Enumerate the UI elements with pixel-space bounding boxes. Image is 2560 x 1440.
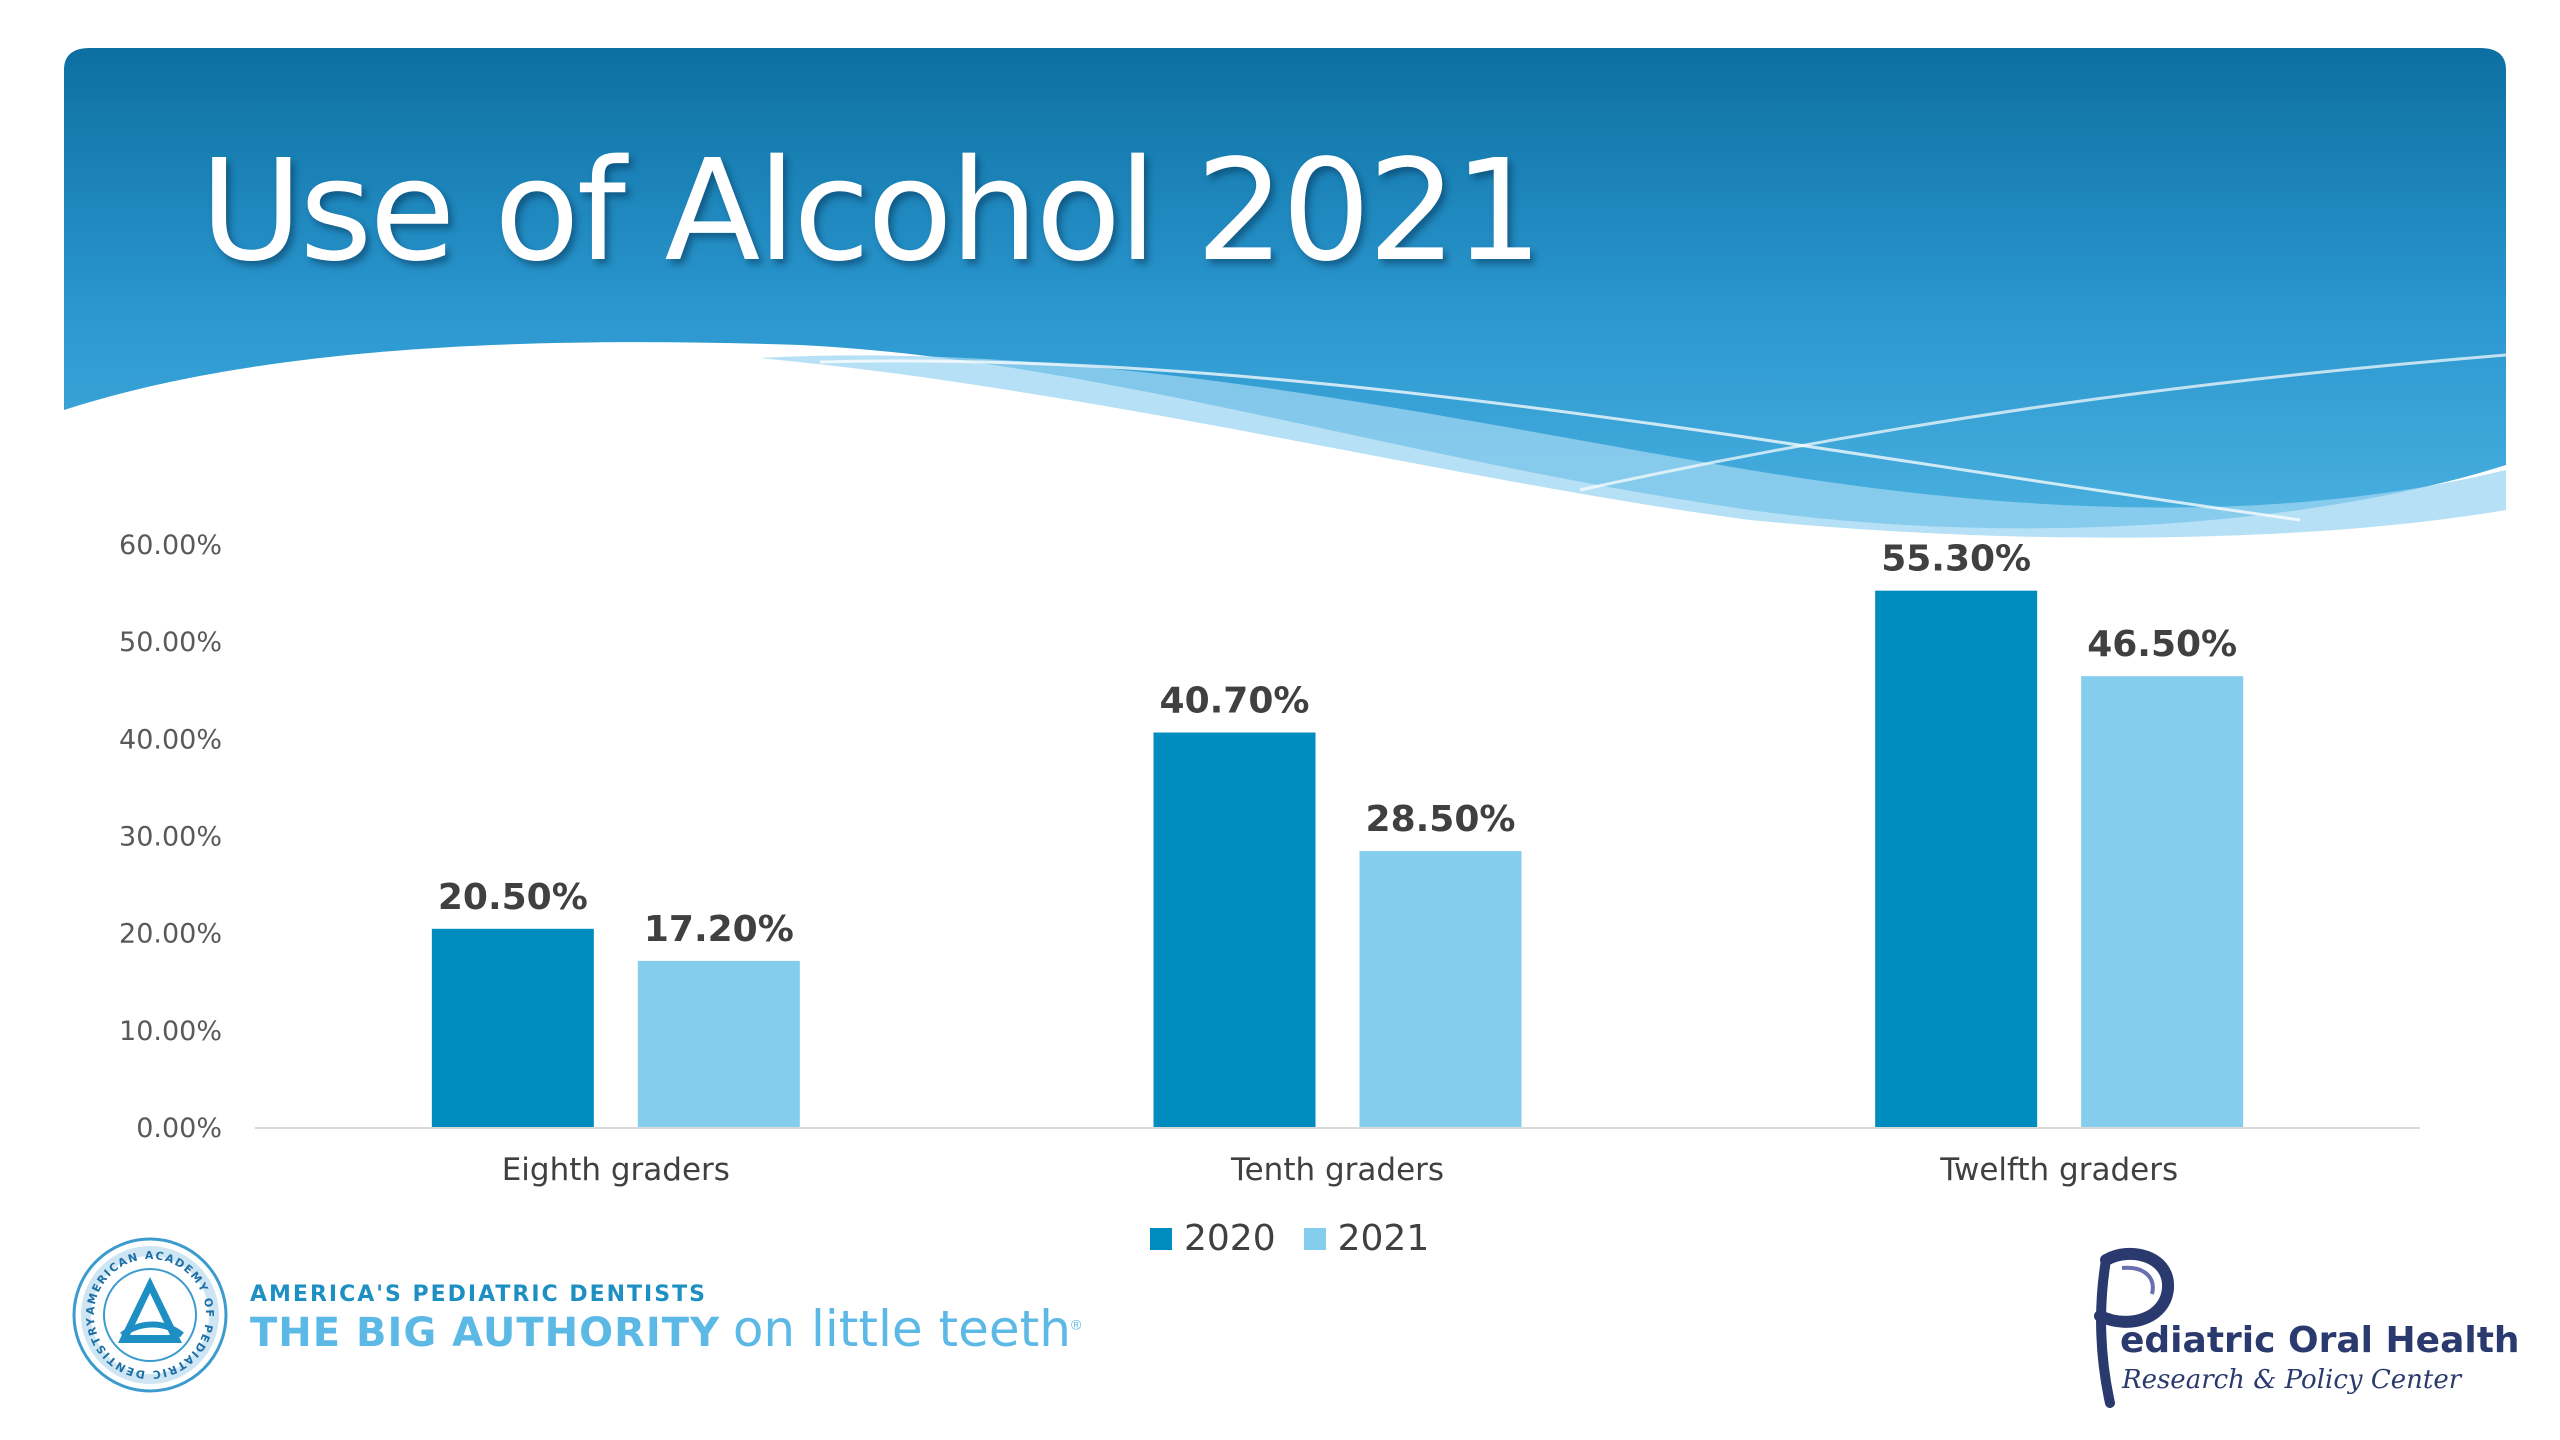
aapd-tagline: AMERICA'S PEDIATRIC DENTISTS xyxy=(250,1282,707,1307)
header-background xyxy=(64,48,2506,529)
y-tick-label: 30.00% xyxy=(119,822,222,853)
pohrpc-name: ediatric Oral Health xyxy=(2120,1320,2520,1361)
category-label: Eighth graders xyxy=(502,1152,730,1188)
data-labels: 20.50% 17.20% 40.70% 28.50% 55.30% 46.50% xyxy=(438,539,2237,950)
pohrpc-subtitle: Research & Policy Center xyxy=(2122,1365,2462,1395)
y-tick-label: 10.00% xyxy=(119,1016,222,1047)
y-tick-label: 40.00% xyxy=(119,724,222,755)
pohrpc-logo: ediatric Oral Health Research & Policy C… xyxy=(2060,1238,2520,1408)
legend-item-2021: 2021 xyxy=(1303,1218,1430,1259)
registered-mark: ® xyxy=(1070,1316,1082,1333)
category-labels: Eighth graders Tenth graders Twelfth grade… xyxy=(502,1152,2178,1188)
aapd-slogan-light: on little teeth xyxy=(732,1300,1071,1358)
y-tick-label: 50.00% xyxy=(119,627,222,658)
data-label-2021-2: 28.50% xyxy=(1366,799,1516,840)
chart-legend: 2020 2021 xyxy=(1150,1218,1457,1259)
aapd-seal-logo: AMERICAN ACADEMY OF PEDIATRIC DENTISTRY xyxy=(72,1237,228,1393)
bars xyxy=(431,590,2244,1128)
category-label: Tenth graders xyxy=(1230,1152,1444,1188)
data-label-2020-3: 55.30% xyxy=(1881,539,2031,580)
category-label: Twelfth graders xyxy=(1939,1152,2178,1188)
bar-2021-1 xyxy=(637,960,800,1128)
data-label-2021-1: 17.20% xyxy=(644,909,794,950)
bar-2020-1 xyxy=(431,928,594,1128)
legend-swatch-2021 xyxy=(1303,1227,1326,1250)
legend-item-2020: 2020 xyxy=(1150,1218,1276,1259)
y-tick-label: 20.00% xyxy=(119,919,222,950)
pohrpc-p-mark xyxy=(2094,1247,2174,1408)
bar-2021-3 xyxy=(2081,676,2244,1128)
bar-2021-2 xyxy=(1359,851,1522,1128)
legend-swatch-2020 xyxy=(1150,1227,1172,1250)
bar-2020-3 xyxy=(1875,590,2038,1128)
bar-2020-2 xyxy=(1153,732,1316,1128)
aapd-slogan: THE BIG AUTHORITY on little teeth® xyxy=(250,1300,1081,1358)
aapd-slogan-strong: THE BIG AUTHORITY xyxy=(250,1310,721,1356)
header-wave-line-2 xyxy=(1579,353,2507,492)
header-banner xyxy=(64,48,2507,538)
legend-label-2020: 2020 xyxy=(1184,1218,1276,1259)
legend-label-2021: 2021 xyxy=(1337,1218,1430,1259)
slide-title: Use of Alcohol 2021 xyxy=(200,130,1543,293)
data-label-2020-2: 40.70% xyxy=(1160,681,1310,722)
data-label-2021-3: 46.50% xyxy=(2087,624,2237,665)
header-wave-line-1 xyxy=(819,359,2301,522)
y-tick-label: 0.00% xyxy=(136,1113,222,1144)
y-axis-ticks: 0.00% 10.00% 20.00% 30.00% 40.00% 50.00% 60.00… xyxy=(119,530,222,1144)
data-label-2020-1: 20.50% xyxy=(438,877,588,918)
y-tick-label: 60.00% xyxy=(119,530,222,561)
header-wave-light xyxy=(760,355,2506,538)
